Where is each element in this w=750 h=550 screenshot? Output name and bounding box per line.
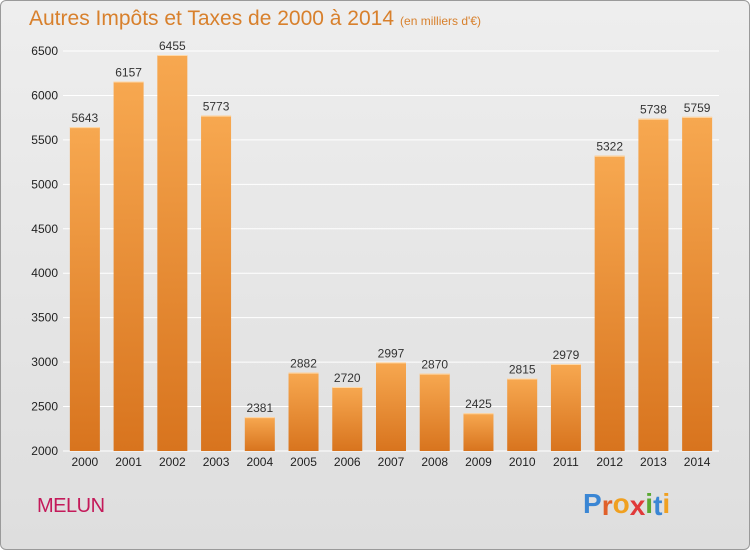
bar-2005	[288, 372, 319, 451]
bar-2013	[638, 118, 669, 451]
y-tick-label: 6000	[31, 88, 58, 102]
x-tick-label-2013: 2013	[640, 455, 667, 469]
chart-title-text: Autres Impôts et Taxes de 2000 à 2014	[29, 7, 395, 30]
value-label-2014: 5759	[684, 101, 711, 115]
bar-2014	[682, 116, 713, 451]
value-label-2006: 2720	[334, 371, 361, 385]
y-tick-label: 2000	[31, 444, 58, 458]
y-tick-label: 2500	[31, 400, 58, 414]
y-tick-label: 4000	[31, 266, 58, 280]
y-axis: 2000 2500 3000 3500 4000 4500 5000 5500 6000 6500	[31, 44, 58, 458]
bar-2004	[244, 417, 275, 451]
bars: 5643 6157 6455 5773 2381 2882 2720 2997 2870 2425…	[69, 39, 713, 451]
value-label-2011: 2979	[553, 348, 580, 362]
bar-2006	[332, 387, 363, 451]
value-label-2003: 5773	[203, 100, 230, 114]
bar-2011	[550, 363, 581, 451]
bar-2008	[419, 373, 450, 451]
value-label-2009: 2425	[465, 397, 492, 411]
bar-2012	[594, 155, 625, 451]
value-label-2000: 5643	[72, 111, 99, 125]
value-label-2001: 6157	[115, 65, 142, 79]
x-tick-label-2002: 2002	[159, 455, 186, 469]
y-tick-label: 6500	[31, 44, 58, 58]
x-tick-label-2001: 2001	[115, 455, 142, 469]
value-label-2002: 6455	[159, 39, 186, 53]
logo-letter: r	[601, 490, 613, 521]
y-tick-label: 3500	[31, 311, 58, 325]
value-label-2013: 5738	[640, 103, 667, 117]
x-tick-label-2000: 2000	[72, 455, 99, 469]
x-axis: 2000 2001 2002 2003 2004 2005 2006 2007 2008 2009…	[72, 455, 711, 469]
chart-title: Autres Impôts et Taxes de 2000 à 2014 (en…	[29, 7, 481, 31]
value-label-2012: 5322	[596, 140, 623, 154]
bar-2007	[376, 362, 406, 451]
x-tick-label-2010: 2010	[509, 455, 536, 469]
bar-2009	[463, 413, 494, 451]
x-tick-label-2006: 2006	[334, 455, 361, 469]
bar-2001	[113, 81, 144, 451]
proxiti-logo: Proxiti	[583, 488, 671, 521]
bar-2002	[157, 55, 188, 451]
logo-letter: t	[653, 490, 663, 521]
x-tick-label-2007: 2007	[378, 455, 405, 469]
city-name: MELUN	[37, 495, 105, 517]
x-tick-label-2011: 2011	[553, 455, 579, 469]
logo-letter: o	[612, 488, 630, 519]
bar-2010	[507, 378, 538, 451]
y-tick-label: 5500	[31, 133, 58, 147]
x-tick-label-2009: 2009	[465, 455, 492, 469]
y-tick-label: 5000	[31, 177, 58, 191]
bar-2003	[201, 115, 232, 451]
x-tick-label-2014: 2014	[684, 455, 711, 469]
value-label-2008: 2870	[421, 358, 448, 372]
logo-letter: i	[662, 488, 671, 519]
value-label-2010: 2815	[509, 363, 536, 377]
y-tick-label: 3000	[31, 355, 58, 369]
x-tick-label-2005: 2005	[290, 455, 317, 469]
logo-letter: P	[583, 488, 602, 519]
x-tick-label-2008: 2008	[421, 455, 448, 469]
chart-unit: (en milliers d'€)	[400, 14, 482, 28]
x-tick-label-2004: 2004	[246, 455, 273, 469]
x-tick-label-2012: 2012	[596, 455, 623, 469]
value-label-2004: 2381	[246, 401, 273, 415]
logo-letter: x	[629, 490, 646, 521]
logo-letter: i	[645, 488, 654, 519]
y-tick-label: 4500	[31, 222, 58, 236]
x-tick-label-2003: 2003	[203, 455, 230, 469]
value-label-2007: 2997	[378, 346, 405, 360]
value-label-2005: 2882	[290, 357, 317, 371]
bar-2000	[69, 127, 100, 451]
